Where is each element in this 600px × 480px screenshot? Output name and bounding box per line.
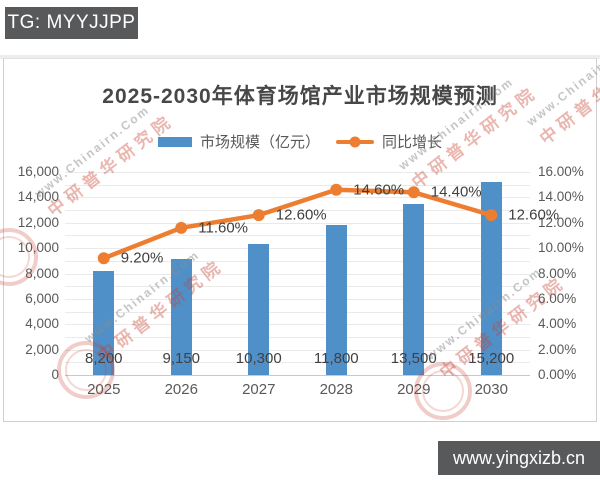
legend-label-market-size: 市场规模（亿元） bbox=[199, 134, 320, 151]
y-axis-right-tick: 10.00% bbox=[538, 240, 584, 256]
legend-item-market-size: 市场规模（亿元） bbox=[157, 131, 320, 152]
bar-2026 bbox=[170, 258, 192, 375]
y-axis-left-tick: 6,000 bbox=[25, 290, 59, 306]
chart-canvas: 2025-2030年体育场馆产业市场规模预测 市场规模（亿元） 同比增长 0 2,… bbox=[3, 58, 597, 422]
y-axis-left-tick: 12,000 bbox=[17, 214, 59, 230]
y-axis-left-tick: 4,000 bbox=[25, 316, 59, 332]
y-axis-right-tick: 6.00% bbox=[538, 290, 577, 306]
y-axis-left-tick: 0 bbox=[51, 367, 59, 382]
bar-2028 bbox=[325, 225, 347, 375]
bar-2025 bbox=[93, 270, 115, 375]
y-axis-left-tick: 14,000 bbox=[17, 189, 59, 205]
legend-label-growth: 同比增长 bbox=[382, 134, 443, 151]
x-axis-tick: 2028 bbox=[319, 381, 353, 398]
gridline bbox=[65, 286, 530, 288]
bar-value-label: 10,300 bbox=[235, 350, 282, 367]
chart-legend: 市场规模（亿元） 同比增长 bbox=[4, 131, 596, 152]
line-series-marker-icon bbox=[349, 136, 361, 147]
legend-item-growth: 同比增长 bbox=[336, 131, 442, 152]
x-axis-tick: 2025 bbox=[87, 381, 121, 398]
x-axis-tick: 2026 bbox=[164, 381, 198, 398]
bar-value-label: 9,150 bbox=[162, 350, 201, 367]
growth-value-label: 14.40% bbox=[430, 183, 482, 201]
y-axis-right-tick: 2.00% bbox=[538, 341, 577, 357]
bar-value-label: 13,500 bbox=[390, 350, 437, 367]
bar-value-label: 15,200 bbox=[468, 350, 515, 367]
y-axis-right-tick: 8.00% bbox=[538, 265, 577, 281]
y-axis-right-tick: 14.00% bbox=[538, 189, 584, 205]
y-axis-left-tick: 2,000 bbox=[25, 341, 59, 357]
gridline bbox=[65, 273, 530, 275]
bar-2027 bbox=[248, 244, 270, 375]
gridline bbox=[65, 324, 530, 326]
bar-value-label: 8,200 bbox=[84, 350, 123, 367]
x-axis-tick: 2029 bbox=[397, 381, 431, 398]
growth-value-label: 12.60% bbox=[508, 206, 560, 224]
gridline bbox=[65, 362, 530, 364]
x-axis-tick: 2027 bbox=[242, 381, 276, 398]
gridline bbox=[65, 375, 530, 376]
y-axis-right-tick: 4.00% bbox=[538, 316, 577, 332]
chart-title: 2025-2030年体育场馆产业市场规模预测 bbox=[102, 85, 498, 108]
y-axis-right-tick: 0.00% bbox=[538, 367, 577, 382]
growth-value-label: 11.60% bbox=[198, 219, 249, 237]
y-axis-right-tick: 12.00% bbox=[538, 214, 584, 230]
y-axis-left-tick: 8,000 bbox=[25, 265, 59, 281]
gridline bbox=[65, 298, 530, 300]
gridline bbox=[65, 336, 530, 338]
gridline bbox=[65, 235, 530, 237]
top-watermark-badge: TG: MYYJJPP bbox=[5, 7, 138, 39]
bar-series-swatch-icon bbox=[157, 136, 192, 147]
growth-value-label: 14.60% bbox=[353, 181, 405, 199]
gridline bbox=[65, 349, 530, 351]
gridline bbox=[65, 172, 530, 173]
line-series-swatch-icon bbox=[336, 136, 374, 147]
growth-value-label: 9.20% bbox=[120, 249, 164, 267]
bottom-watermark-badge: www.yingxizb.cn bbox=[438, 441, 600, 475]
x-axis-tick: 2030 bbox=[474, 381, 508, 398]
y-axis-left-tick: 16,000 bbox=[17, 164, 59, 179]
gridline bbox=[65, 184, 530, 186]
y-axis-left-tick: 10,000 bbox=[17, 240, 59, 256]
bar-value-label: 11,800 bbox=[313, 350, 359, 367]
growth-marker-2025 bbox=[97, 252, 110, 265]
plot-area: 0 2,000 4,000 6,000 8,000 10,000 12,000 14,000 1… bbox=[4, 59, 596, 421]
y-axis-right-tick: 16.00% bbox=[538, 164, 584, 179]
chart-image-top-edge bbox=[0, 55, 600, 59]
gridline bbox=[65, 311, 530, 313]
growth-value-label: 12.60% bbox=[275, 206, 327, 224]
bar-2030 bbox=[480, 182, 502, 375]
gridline bbox=[65, 260, 530, 262]
